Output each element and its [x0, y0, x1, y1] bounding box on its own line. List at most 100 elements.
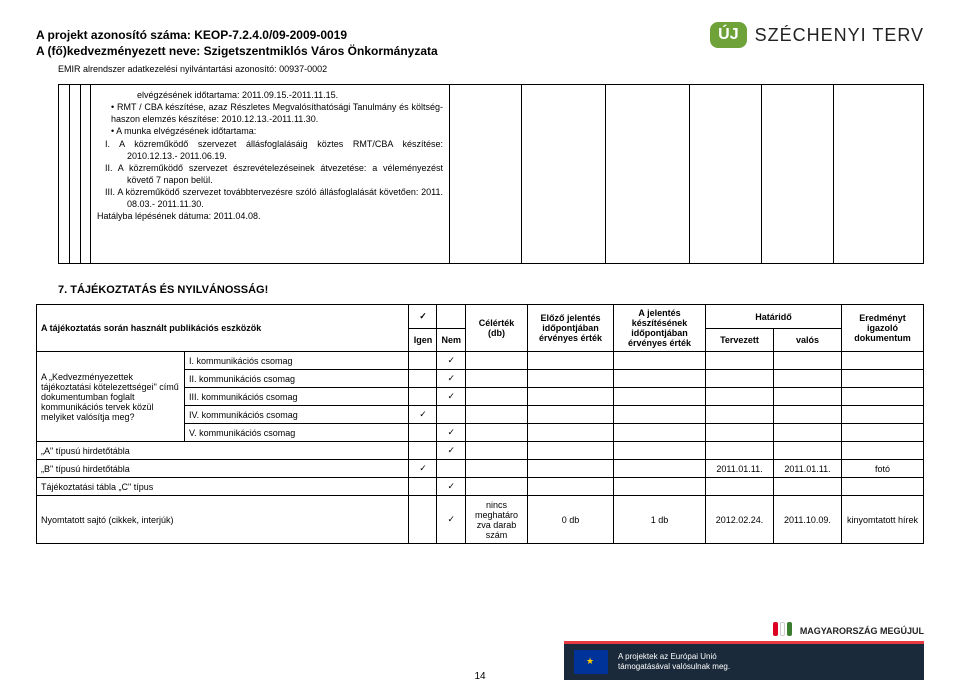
th-hatarido: Határidő — [706, 305, 842, 329]
title-line-2: A (fő)kedvezményezett neve: Szigetszentm… — [36, 44, 710, 58]
upper-table-row: elvégzésének időtartama: 2011.09.15.-201… — [58, 84, 924, 264]
th-celertek: Célérték (db) — [466, 305, 528, 352]
row-a-label: „A" típusú hirdetőtábla — [37, 442, 409, 460]
cell-empty — [466, 442, 528, 460]
footer-right-block: MAGYARORSZÁG MEGÚJUL A projektek az Euró… — [564, 622, 924, 680]
cell-empty — [842, 424, 924, 442]
title-line-1: A projekt azonosító száma: KEOP-7.2.4.0/… — [36, 28, 710, 42]
cell-celertek: nincs meghatáro zva darab szám — [466, 496, 528, 544]
publication-table: A tájékoztatás során használt publikáció… — [36, 304, 924, 544]
cell-empty — [528, 478, 614, 496]
table-row: A „Kedvezményezettek tájékoztatási kötel… — [37, 352, 924, 370]
cell-empty — [614, 460, 706, 478]
mrm-logo: MAGYARORSZÁG MEGÚJUL — [564, 622, 924, 639]
cell-empty — [774, 424, 842, 442]
empty-cell — [762, 84, 834, 264]
desc-sub: III. A közreműködő szervezet továbbterve… — [127, 186, 443, 210]
th-eredmeny: Eredményt igazoló dokumentum — [842, 305, 924, 352]
table-row-b: „B" típusú hirdetőtábla ✓ 2011.01.11. 20… — [37, 460, 924, 478]
eu-text-2: támogatásával valósulnak meg. — [618, 662, 730, 672]
cell-empty — [409, 442, 437, 460]
row-label: IV. kommunikációs csomag — [185, 406, 409, 424]
cell-empty — [842, 478, 924, 496]
th-check-icon: ✓ — [409, 305, 437, 329]
cell-empty — [706, 442, 774, 460]
cell-check: ✓ — [437, 478, 466, 496]
cell-empty — [614, 478, 706, 496]
cell-valos: 2011.10.09. — [774, 496, 842, 544]
left-group-cell: A „Kedvezményezettek tájékoztatási kötel… — [37, 352, 185, 442]
cell-empty — [409, 352, 437, 370]
narrow-col — [80, 84, 91, 264]
logo-badge: ÚJ — [710, 22, 746, 48]
cell-empty — [614, 388, 706, 406]
narrow-col — [58, 84, 69, 264]
logo-text: SZÉCHENYI TERV — [755, 25, 924, 46]
cell-empty — [437, 406, 466, 424]
cell-tervezett: 2011.01.11. — [706, 460, 774, 478]
cell-check: ✓ — [437, 424, 466, 442]
cell-empty — [706, 424, 774, 442]
cell-empty — [706, 370, 774, 388]
cell-empty — [842, 352, 924, 370]
row-press-label: Nyomtatott sajtó (cikkek, interjúk) — [37, 496, 409, 544]
cell-eredmeny: fotó — [842, 460, 924, 478]
cell-empty — [409, 370, 437, 388]
cell-elozo: 0 db — [528, 496, 614, 544]
cell-empty — [706, 388, 774, 406]
narrow-col — [69, 84, 80, 264]
cell-check: ✓ — [437, 370, 466, 388]
cell-empty — [774, 352, 842, 370]
cell-empty — [706, 406, 774, 424]
hungary-stripes-icon — [773, 622, 794, 639]
cell-empty — [466, 388, 528, 406]
cell-empty — [842, 370, 924, 388]
cell-empty — [774, 478, 842, 496]
empty-cell — [450, 84, 522, 264]
cell-empty — [614, 352, 706, 370]
row-b-label: „B" típusú hirdetőtábla — [37, 460, 409, 478]
cell-check: ✓ — [409, 460, 437, 478]
th-elozo: Előző jelentés időpontjában érvényes ért… — [528, 305, 614, 352]
th-valos: valós — [774, 329, 842, 352]
cell-empty — [466, 406, 528, 424]
cell-tervezett: 2012.02.24. — [706, 496, 774, 544]
desc-sub: II. A közreműködő szervezet észrevételez… — [127, 162, 443, 186]
cell-check: ✓ — [409, 406, 437, 424]
row-label: I. kommunikációs csomag — [185, 352, 409, 370]
table-row-c: Tájékoztatási tábla „C" típus ✓ — [37, 478, 924, 496]
cell-empty — [409, 478, 437, 496]
th-tervezett: Tervezett — [706, 329, 774, 352]
desc-line: elvégzésének időtartama: 2011.09.15.-201… — [137, 89, 443, 101]
cell-empty — [842, 388, 924, 406]
desc-last: Hatályba lépésének dátuma: 2011.04.08. — [97, 210, 443, 222]
cell-empty — [466, 352, 528, 370]
cell-empty — [409, 496, 437, 544]
empty-cell — [834, 84, 924, 264]
th-empty — [437, 305, 466, 329]
cell-empty — [774, 442, 842, 460]
cell-empty — [706, 478, 774, 496]
desc-bullet: • RMT / CBA készítése, azaz Részletes Me… — [111, 101, 443, 125]
cell-valos: 2011.01.11. — [774, 460, 842, 478]
empty-cell — [690, 84, 762, 264]
cell-empty — [466, 460, 528, 478]
szechenyi-logo: ÚJ SZÉCHENYI TERV — [710, 22, 924, 48]
th-jelentes: A jelentés készítésének időpontjában érv… — [614, 305, 706, 352]
cell-empty — [466, 370, 528, 388]
cell-empty — [528, 442, 614, 460]
section-7-title: 7. TÁJÉKOZTATÁS ÉS NYILVÁNOSSÁG! — [58, 284, 924, 296]
cell-check: ✓ — [437, 496, 466, 544]
mrm-text: MAGYARORSZÁG MEGÚJUL — [800, 626, 924, 636]
cell-empty — [466, 424, 528, 442]
desc-bullet: • A munka elvégzésének időtartama: — [111, 125, 443, 137]
cell-empty — [842, 442, 924, 460]
empty-cell — [522, 84, 606, 264]
cell-empty — [466, 478, 528, 496]
page-footer: MAGYARORSZÁG MEGÚJUL A projektek az Euró… — [0, 610, 960, 688]
cell-empty — [614, 370, 706, 388]
cell-empty — [409, 424, 437, 442]
cell-empty — [528, 388, 614, 406]
cell-jelentes: 1 db — [614, 496, 706, 544]
eu-flag-icon — [574, 650, 608, 674]
